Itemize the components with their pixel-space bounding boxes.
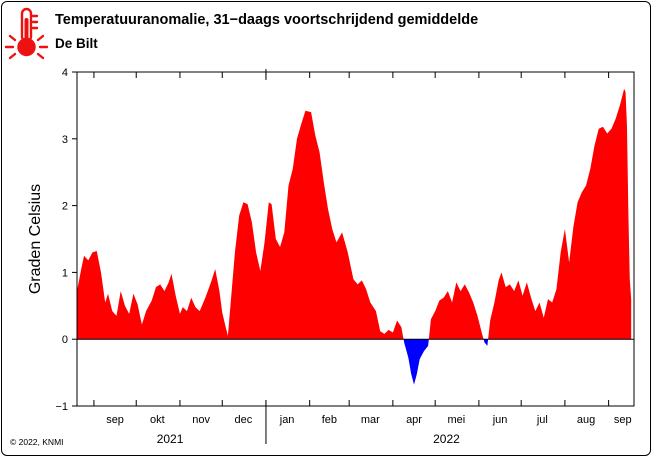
y-tick-label: 1: [62, 267, 68, 279]
area-layer: [77, 88, 632, 385]
thermometer-icon: [4, 7, 49, 60]
x-year-label: 2022: [433, 432, 460, 446]
x-month-label: jul: [536, 414, 548, 426]
axis-layer: −1 0 1 2 3 4 Graden Celsius sep okt nov dec jan feb m…: [27, 67, 635, 446]
y-tick-label: 2: [62, 201, 68, 213]
x-month-label: sep: [106, 414, 124, 426]
x-month-label: mei: [447, 414, 465, 426]
x-month-label: jan: [279, 414, 295, 426]
chart-subtitle: De Bilt: [55, 36, 98, 51]
x-year-label: 2021: [157, 432, 184, 446]
copyright-text: © 2022, KNMI: [10, 437, 64, 447]
x-month-label: aug: [577, 414, 595, 426]
y-tick-label: 0: [62, 334, 68, 346]
x-month-label: sep: [614, 414, 632, 426]
positive-anomaly-area: [77, 88, 632, 340]
x-month-label: okt: [150, 414, 165, 426]
x-month-label: mar: [361, 414, 380, 426]
chart-title: Temperatuuranomalie, 31−daags voortschri…: [55, 12, 479, 28]
y-tick-label: 4: [62, 67, 68, 79]
x-month-label: nov: [192, 414, 210, 426]
x-month-label: feb: [322, 414, 337, 426]
y-tick-label: −1: [55, 401, 68, 413]
x-month-label: jun: [492, 414, 508, 426]
negative-anomaly-area: [77, 339, 632, 385]
plot-frame: [76, 71, 635, 407]
y-axis-label: Graden Celsius: [27, 184, 44, 294]
x-month-label: apr: [406, 414, 422, 426]
x-month-label: dec: [235, 414, 253, 426]
y-tick-label: 3: [62, 134, 68, 146]
